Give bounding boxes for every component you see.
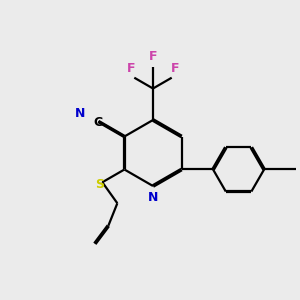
Text: F: F — [170, 62, 179, 75]
Text: C: C — [94, 116, 103, 130]
Text: F: F — [127, 62, 136, 75]
Text: F: F — [149, 50, 157, 63]
Text: S: S — [95, 178, 104, 191]
Text: N: N — [148, 191, 158, 204]
Text: N: N — [75, 107, 85, 120]
